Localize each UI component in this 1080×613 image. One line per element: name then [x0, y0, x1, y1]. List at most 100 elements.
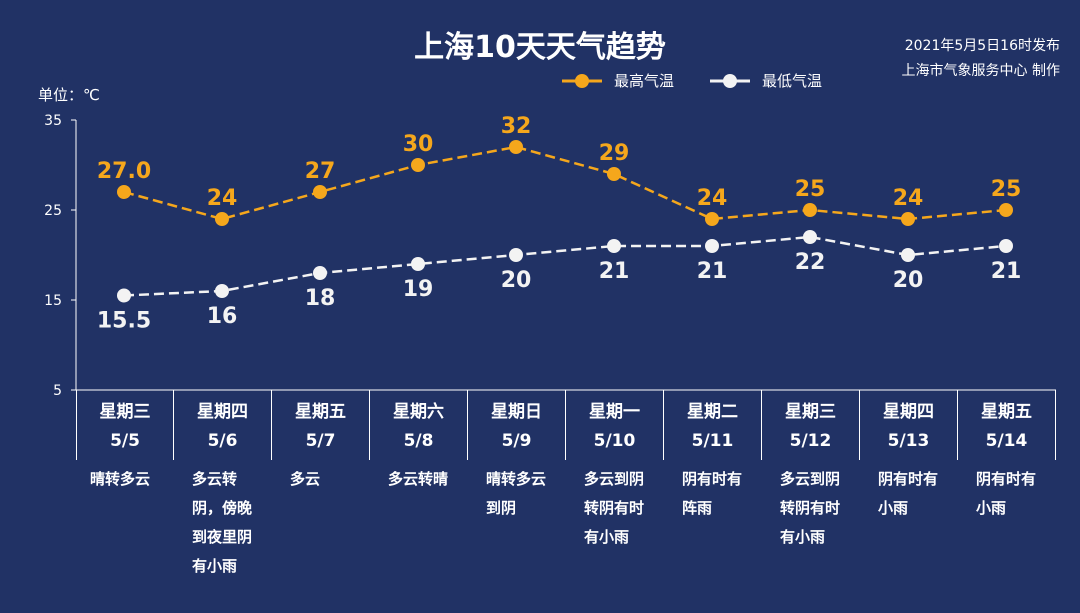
- low-temp-point: [215, 284, 229, 298]
- weekday-label: 星期六: [393, 402, 444, 422]
- high-temp-label: 27.0: [97, 159, 151, 184]
- weekday-label: 星期二: [687, 402, 738, 422]
- low-temp-point: [705, 239, 719, 253]
- low-temp-point: [313, 266, 327, 280]
- high-temp-label: 29: [599, 141, 630, 166]
- weather-condition: 多云转晴: [388, 470, 449, 488]
- weather-condition: 阴有时有阵雨: [682, 470, 743, 517]
- chart-title: 上海10天天气趋势: [414, 30, 666, 65]
- high-temp-point: [999, 203, 1013, 217]
- weather-condition: 晴转多云到阴: [486, 470, 547, 517]
- low-temp-point: [411, 257, 425, 271]
- day-header: 星期四 5/13: [860, 390, 958, 460]
- weekday-label: 星期三: [785, 402, 836, 422]
- weekday-label: 星期四: [197, 402, 248, 422]
- high-temp-label: 24: [893, 186, 924, 211]
- high-temp-point: [117, 185, 131, 199]
- low-temp-point: [607, 239, 621, 253]
- date-label: 5/8: [403, 431, 434, 451]
- high-temp-label: 32: [501, 114, 532, 139]
- day-header: 星期三 5/12: [762, 390, 860, 460]
- weather-condition: 多云到阴转阴有时有小雨: [780, 470, 841, 546]
- low-temp-label: 22: [795, 250, 826, 275]
- high-temp-point: [607, 167, 621, 181]
- day-header: 星期五 5/7: [272, 390, 370, 460]
- high-temp-point: [215, 212, 229, 226]
- condition-row: 晴转多云 多云转阴，傍晚到夜里阴有小雨 多云 多云转晴 晴转多云到阴 多云到阴转阴有时有小…: [76, 465, 1056, 581]
- day-header: 星期日 5/9: [468, 390, 566, 460]
- date-label: 5/11: [691, 431, 734, 451]
- legend-item-high: 最高气温: [560, 70, 674, 91]
- high-temp-point: [313, 185, 327, 199]
- day-header: 星期五 5/14: [958, 390, 1056, 460]
- legend: 最高气温 最低气温: [560, 70, 856, 91]
- y-tick-label: 5: [53, 383, 62, 399]
- high-temp-point: [705, 212, 719, 226]
- unit-label: 单位：℃: [38, 86, 100, 104]
- date-label: 5/10: [593, 431, 636, 451]
- legend-low-marker: [710, 73, 751, 88]
- weekday-label: 星期一: [589, 402, 640, 422]
- weather-condition: 晴转多云: [90, 470, 151, 488]
- legend-high-marker: [562, 73, 602, 88]
- day-header-row: 星期三 5/5 星期四 5/6 星期五 5/7 星期六 5/8 星期日 5/9 星期一 5/10 星期二…: [76, 390, 1056, 460]
- high-temp-line: [123, 145, 1007, 221]
- low-temp-point: [803, 230, 817, 244]
- y-tick-label: 15: [44, 293, 62, 309]
- weekday-label: 星期五: [981, 402, 1032, 422]
- legend-high-label: 最高气温: [614, 72, 675, 90]
- day-header: 星期三 5/5: [76, 390, 174, 460]
- high-temp-point: [901, 212, 915, 226]
- low-temp-label: 21: [697, 259, 728, 284]
- low-temp-line: [123, 235, 1007, 297]
- low-temp-label: 18: [305, 286, 336, 311]
- day-header: 星期六 5/8: [370, 390, 468, 460]
- date-label: 5/5: [110, 431, 140, 451]
- issued-time: 2021年5月5日16时发布: [904, 38, 1060, 54]
- high-temp-point: [411, 158, 425, 172]
- y-tick-label: 25: [44, 203, 62, 219]
- weather-condition: 多云转阴，傍晚到夜里阴有小雨: [192, 470, 253, 575]
- weekday-label: 星期三: [99, 402, 151, 422]
- date-label: 5/7: [305, 431, 336, 451]
- legend-item-low: 最低气温: [708, 70, 822, 91]
- weather-condition: 多云到阴转阴有时有小雨: [584, 470, 645, 546]
- high-temp-label: 24: [697, 186, 728, 211]
- high-temp-label: 27: [305, 159, 336, 184]
- low-temp-label: 21: [599, 259, 630, 284]
- date-label: 5/14: [985, 431, 1028, 451]
- weather-condition: 阴有时有小雨: [976, 470, 1037, 517]
- weekday-label: 星期四: [883, 402, 934, 422]
- low-temp-point: [117, 288, 131, 303]
- high-temp-label: 30: [403, 132, 434, 157]
- low-temp-label: 15.5: [97, 309, 151, 334]
- issuer: 上海市气象服务中心 制作: [901, 63, 1060, 79]
- low-temp-label: 21: [991, 259, 1022, 284]
- date-label: 5/13: [887, 431, 930, 451]
- date-label: 5/12: [789, 431, 832, 451]
- low-temp-point: [999, 239, 1013, 253]
- low-temp-label: 20: [501, 268, 532, 293]
- high-temp-point: [803, 203, 817, 217]
- low-temp-label: 16: [207, 304, 238, 329]
- high-temp-label: 25: [991, 177, 1022, 202]
- issue-info: 2021年5月5日16时发布 上海市气象服务中心 制作: [902, 34, 1060, 84]
- day-header: 星期二 5/11: [664, 390, 762, 460]
- high-temp-label: 24: [207, 186, 238, 211]
- low-temp-point: [509, 248, 523, 262]
- y-tick-label: 35: [44, 113, 62, 129]
- day-header: 星期一 5/10: [566, 390, 664, 460]
- high-temp-point: [509, 140, 523, 154]
- legend-low-label: 最低气温: [762, 72, 823, 90]
- day-header: 星期四 5/6: [174, 390, 272, 460]
- low-temp-label: 19: [403, 277, 434, 302]
- weekday-label: 星期日: [491, 402, 542, 422]
- weekday-label: 星期五: [295, 402, 346, 422]
- weather-condition: 多云: [290, 470, 321, 488]
- weather-condition: 阴有时有小雨: [878, 470, 939, 517]
- high-temp-label: 25: [795, 177, 826, 202]
- low-temp-point: [901, 248, 915, 262]
- date-label: 5/6: [207, 431, 238, 451]
- date-label: 5/9: [501, 431, 532, 451]
